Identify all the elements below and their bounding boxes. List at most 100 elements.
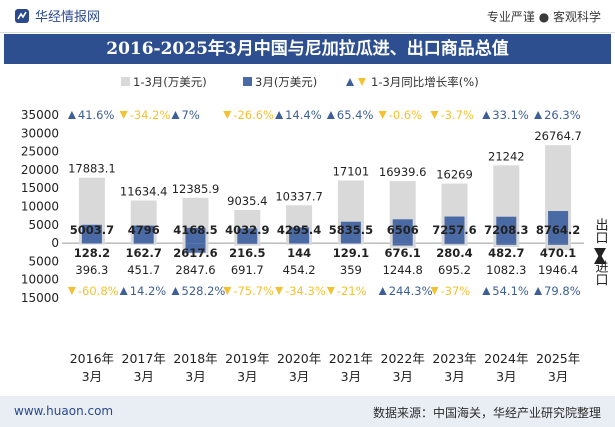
export-cum-label: 16269 <box>436 168 473 182</box>
import-cum-bar <box>286 243 313 245</box>
export-yoy-label: -26.6% <box>233 108 274 122</box>
x-tick-label-year: 2017年 <box>122 351 166 366</box>
export-month-label: 7257.6 <box>432 223 476 237</box>
brand-name: 华经情报网 <box>35 10 101 25</box>
export-month-label: 8764.2 <box>536 223 580 237</box>
export-yoy-label: 33.1% <box>492 108 529 122</box>
legend-swatch-month <box>243 77 252 86</box>
y-tick-label: 15000 <box>21 291 59 305</box>
export-cum-label: 11634.4 <box>120 185 168 199</box>
import-month-bar <box>548 243 569 245</box>
export-month-label: 5003.7 <box>70 223 114 237</box>
export-month-bar <box>548 211 569 244</box>
import-month-label: 482.7 <box>488 246 524 260</box>
x-tick-label-year: 2018年 <box>173 351 217 366</box>
export-cum-label: 17883.1 <box>68 162 116 176</box>
export-month-bar <box>392 219 413 244</box>
export-yoy-up-icon <box>171 111 180 119</box>
export-yoy-label: 7% <box>182 108 200 122</box>
import-month-label: 129.1 <box>333 246 369 260</box>
x-tick-label-month: 3月 <box>237 369 257 384</box>
export-cum-label: 16939.6 <box>379 165 427 179</box>
import-month-label: 2617.6 <box>173 246 217 260</box>
export-side-label: 出口 <box>593 218 608 244</box>
data-source: 数据来源：中国海关，华经产业研究院整理 <box>372 406 601 420</box>
export-yoy-down-icon <box>119 111 128 119</box>
import-yoy-label: 244.3% <box>389 284 433 298</box>
export-month-label: 5835.5 <box>329 223 373 237</box>
import-yoy-label: 79.8% <box>544 284 581 298</box>
import-yoy-down-icon <box>275 287 284 295</box>
export-yoy-up-icon <box>482 111 491 119</box>
import-yoy-label: 528.2% <box>182 284 226 298</box>
export-yoy-label: -0.6% <box>389 108 422 122</box>
export-cum-label: 17101 <box>333 165 370 179</box>
x-tick-label-month: 3月 <box>133 369 153 384</box>
export-month-bar <box>496 216 517 244</box>
import-month-label: 216.5 <box>229 246 265 260</box>
x-tick-label-year: 2016年 <box>70 351 114 366</box>
export-month-label: 7208.3 <box>484 223 528 237</box>
import-yoy-label: -75.7% <box>233 284 274 298</box>
x-tick-label-month: 3月 <box>444 369 464 384</box>
export-month-bar <box>444 216 465 244</box>
x-tick-label-month: 3月 <box>341 369 361 384</box>
import-month-label: 144 <box>287 246 311 260</box>
import-cum-label: 1244.8 <box>383 263 423 277</box>
import-yoy-down-icon <box>326 287 335 295</box>
import-cum-label: 691.7 <box>231 263 264 277</box>
export-cum-label: 21242 <box>488 149 525 163</box>
import-cum-label: 1082.3 <box>486 263 526 277</box>
footer: www.huaon.com 数据来源：中国海关，华经产业研究院整理 <box>0 396 615 427</box>
export-yoy-down-icon <box>430 111 439 119</box>
import-yoy-up-icon <box>378 287 387 295</box>
export-yoy-label: -3.7% <box>441 108 474 122</box>
import-month-label: 162.7 <box>126 246 162 260</box>
export-month-bar <box>289 227 310 244</box>
legend-label-yoy: 1-3月同比增长率(%) <box>371 75 479 89</box>
import-month-bar <box>496 243 517 245</box>
x-tick-label-year: 2020年 <box>277 351 321 366</box>
import-month-bar <box>237 243 258 244</box>
export-month-label: 4796 <box>128 223 160 237</box>
x-tick-label-year: 2025年 <box>536 351 580 366</box>
y-tick-label: 5000 <box>28 254 59 268</box>
export-cum-label: 12385.9 <box>172 182 220 196</box>
x-tick-label-year: 2022年 <box>381 351 425 366</box>
y-tick-label: 35000 <box>21 108 59 122</box>
y-tick-label: 30000 <box>21 126 59 140</box>
import-yoy-label: -34.3% <box>285 284 326 298</box>
brand-logo[interactable]: 华经情报网 <box>14 6 100 25</box>
export-yoy-label: 26.3% <box>544 108 581 122</box>
legend-swatch-cum <box>121 77 130 86</box>
legend-label-cum: 1-3月(万美元) <box>133 75 207 89</box>
import-cum-label: 396.3 <box>75 263 108 277</box>
import-yoy-up-icon <box>119 287 128 295</box>
export-yoy-up-icon <box>275 111 284 119</box>
import-side-label: 进口 <box>593 260 609 286</box>
import-yoy-down-icon <box>430 287 439 295</box>
export-yoy-down-icon <box>223 111 232 119</box>
x-tick-label-month: 3月 <box>289 369 309 384</box>
y-tick-label: 25000 <box>21 145 59 159</box>
x-tick-label-year: 2023年 <box>432 351 476 366</box>
x-tick-label-month: 3月 <box>496 369 516 384</box>
import-month-bar <box>133 243 154 244</box>
export-month-bar <box>133 225 154 244</box>
import-cum-label: 695.2 <box>438 263 471 277</box>
import-yoy-label: -21% <box>337 284 367 298</box>
export-yoy-up-icon <box>326 111 335 119</box>
website-link[interactable]: www.huaon.com <box>14 404 114 418</box>
import-month-bar <box>185 243 206 253</box>
y-tick-label: 10000 <box>21 200 59 214</box>
import-cum-label: 2847.6 <box>175 263 215 277</box>
y-tick-label: 5000 <box>28 218 59 232</box>
export-month-label: 6506 <box>387 223 419 237</box>
import-month-bar <box>444 243 465 245</box>
import-cum-bar <box>337 243 364 245</box>
chart-title: 2016-2025年3月中国与尼加拉瓜进、出口商品总值 <box>4 34 611 64</box>
import-yoy-up-icon <box>534 287 543 295</box>
legend-label-month: 3月(万美元) <box>255 75 317 89</box>
export-yoy-down-icon <box>378 111 387 119</box>
x-tick-label-month: 3月 <box>82 369 102 384</box>
